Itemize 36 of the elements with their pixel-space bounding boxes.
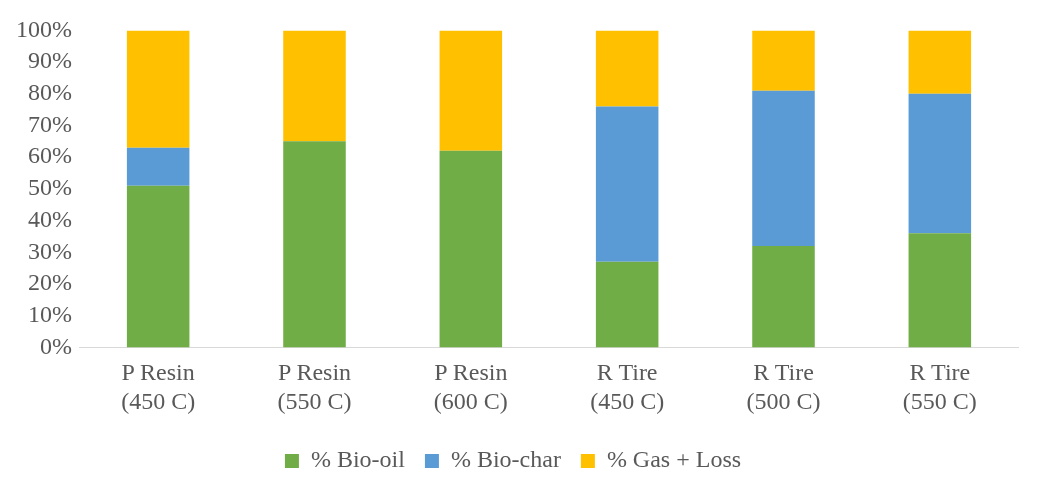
bar <box>908 93 972 234</box>
bar <box>126 30 190 148</box>
x-tick-label: P Resin (550 C) <box>277 359 352 414</box>
bar <box>908 30 972 94</box>
y-tick-label: 10% <box>27 301 72 327</box>
y-tick-label: 70% <box>27 110 72 137</box>
bar <box>595 261 659 348</box>
x-tick-label: R Tire (450 C) <box>590 359 665 414</box>
y-tick-label: 90% <box>27 47 72 74</box>
x-tick-label: P Resin (450 C) <box>121 359 196 414</box>
bar <box>752 245 815 348</box>
x-tick-label: R Tire (500 C) <box>746 359 821 414</box>
bar <box>439 150 503 348</box>
y-tick-label: 40% <box>27 205 72 232</box>
legend-label: % Gas + Loss <box>606 446 742 473</box>
y-tick-label: 80% <box>27 79 72 106</box>
x-tick-label: R Tire (550 C) <box>902 359 977 414</box>
bar <box>752 30 815 91</box>
bar <box>126 185 190 348</box>
bar <box>595 106 659 262</box>
legend-label: % Bio-oil <box>310 446 406 473</box>
bar <box>283 141 346 348</box>
y-tick-label: 0% <box>39 332 72 359</box>
bar <box>752 90 815 246</box>
bar <box>126 147 190 186</box>
bar <box>439 30 503 151</box>
bar <box>908 233 972 348</box>
y-tick-label: 100% <box>15 15 72 42</box>
bar <box>283 30 346 142</box>
y-tick-label: 60% <box>27 142 72 169</box>
y-tick-label: 50% <box>27 174 72 201</box>
y-tick-label: 30% <box>27 237 72 264</box>
bar <box>595 30 659 107</box>
y-tick-label: 20% <box>27 269 72 296</box>
x-tick-label: P Resin (600 C) <box>433 359 508 414</box>
legend-label: % Bio-char <box>450 446 561 473</box>
